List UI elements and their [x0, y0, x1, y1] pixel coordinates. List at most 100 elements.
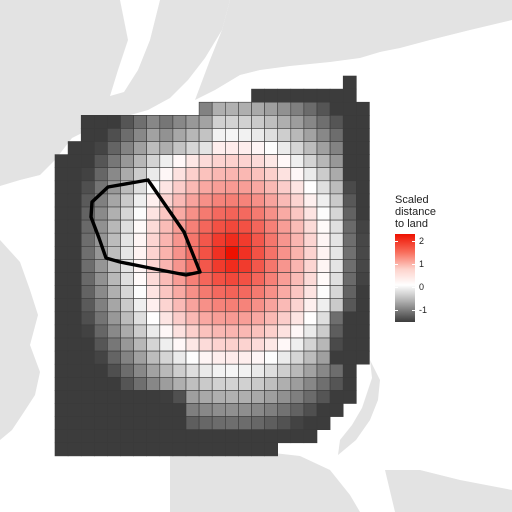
grid-cell: [54, 232, 69, 247]
grid-cell: [185, 337, 200, 352]
grid-cell: [290, 88, 305, 103]
grid-cell: [225, 141, 239, 155]
grid-cell: [277, 193, 292, 208]
grid-cell: [146, 403, 161, 417]
grid-cell: [277, 141, 292, 155]
grid-cell: [211, 350, 226, 365]
grid-cell: [277, 101, 292, 116]
grid-cell: [94, 285, 108, 300]
grid-cell: [277, 180, 292, 195]
grid-cell: [316, 403, 331, 417]
grid-cell: [146, 416, 161, 431]
grid-cell: [329, 141, 344, 155]
grid-cell: [185, 193, 200, 208]
grid-cell: [251, 246, 265, 260]
grid-cell: [120, 350, 134, 365]
grid-cell: [185, 390, 200, 404]
grid-cell: [225, 324, 239, 339]
grid-cell: [329, 128, 344, 142]
grid-cell: [290, 232, 305, 247]
grid-cell: [198, 298, 213, 313]
grid-cell: [225, 259, 239, 273]
grid-cell: [133, 141, 148, 155]
grid-cell: [159, 219, 174, 234]
legend-tick-mark: [412, 264, 415, 266]
grid-cell: [225, 285, 239, 300]
grid-cell: [146, 363, 161, 378]
grid-cell: [120, 442, 134, 457]
grid-cell: [133, 219, 148, 234]
grid-cell: [185, 376, 200, 391]
grid-cell: [316, 101, 331, 116]
grid-cell: [238, 403, 252, 417]
grid-cell: [133, 390, 148, 404]
grid-cell: [316, 88, 331, 103]
grid-cell: [211, 363, 226, 378]
grid-cell: [290, 180, 305, 195]
grid-cell: [290, 311, 305, 326]
grid-cell: [355, 246, 370, 260]
grid-cell: [54, 311, 69, 326]
grid-cell: [342, 167, 357, 182]
grid-cell: [67, 206, 82, 221]
grid-cell: [342, 154, 357, 169]
grid-cell: [329, 115, 344, 129]
grid-cell: [198, 442, 213, 457]
grid-cell: [355, 337, 370, 352]
grid-cell: [94, 416, 108, 431]
grid-cell: [80, 246, 95, 260]
grid-cell: [277, 285, 292, 300]
grid-cell: [159, 154, 174, 169]
grid-cell: [277, 337, 292, 352]
grid-cell: [264, 429, 279, 444]
grid-cell: [159, 232, 174, 247]
grid-cell: [264, 259, 279, 273]
grid-cell: [290, 403, 305, 417]
grid-cell: [238, 246, 252, 260]
grid-cell: [120, 324, 134, 339]
grid-cell: [342, 88, 357, 103]
grid-cell: [133, 246, 148, 260]
grid-cell: [225, 311, 239, 326]
grid-cell: [159, 324, 174, 339]
grid-cell: [67, 350, 82, 365]
grid-cell: [316, 219, 331, 234]
grid-cell: [355, 115, 370, 129]
grid-cell: [54, 403, 69, 417]
grid-cell: [342, 193, 357, 208]
grid-cell: [133, 376, 148, 391]
grid-cell: [355, 350, 370, 365]
grid-cell: [172, 128, 187, 142]
grid-cell: [355, 272, 370, 286]
grid-cell: [159, 311, 174, 326]
grid-cell: [120, 154, 134, 169]
grid-cell: [303, 272, 318, 286]
grid-cell: [185, 363, 200, 378]
grid-cell: [80, 115, 95, 129]
grid-cell: [107, 141, 121, 155]
grid-cell: [146, 390, 161, 404]
grid-cell: [146, 285, 161, 300]
grid-cell: [329, 154, 344, 169]
grid-cell: [329, 403, 344, 417]
legend-tick-mark: [412, 287, 415, 289]
grid-cell: [225, 154, 239, 169]
grid-cell: [264, 232, 279, 247]
grid-cell: [172, 337, 187, 352]
grid-cell: [225, 337, 239, 352]
grid-cell: [225, 115, 239, 129]
grid-cell: [172, 429, 187, 444]
grid-cell: [172, 376, 187, 391]
grid-cell: [133, 232, 148, 247]
grid-cell: [159, 298, 174, 313]
grid-cell: [238, 167, 252, 182]
grid-cell: [303, 416, 318, 431]
grid-cell: [80, 180, 95, 195]
grid-cell: [355, 101, 370, 116]
grid-cell: [225, 298, 239, 313]
grid-cell: [107, 232, 121, 247]
grid-cell: [251, 324, 265, 339]
grid-cell: [185, 141, 200, 155]
grid-cell: [107, 429, 121, 444]
grid-cell: [329, 285, 344, 300]
